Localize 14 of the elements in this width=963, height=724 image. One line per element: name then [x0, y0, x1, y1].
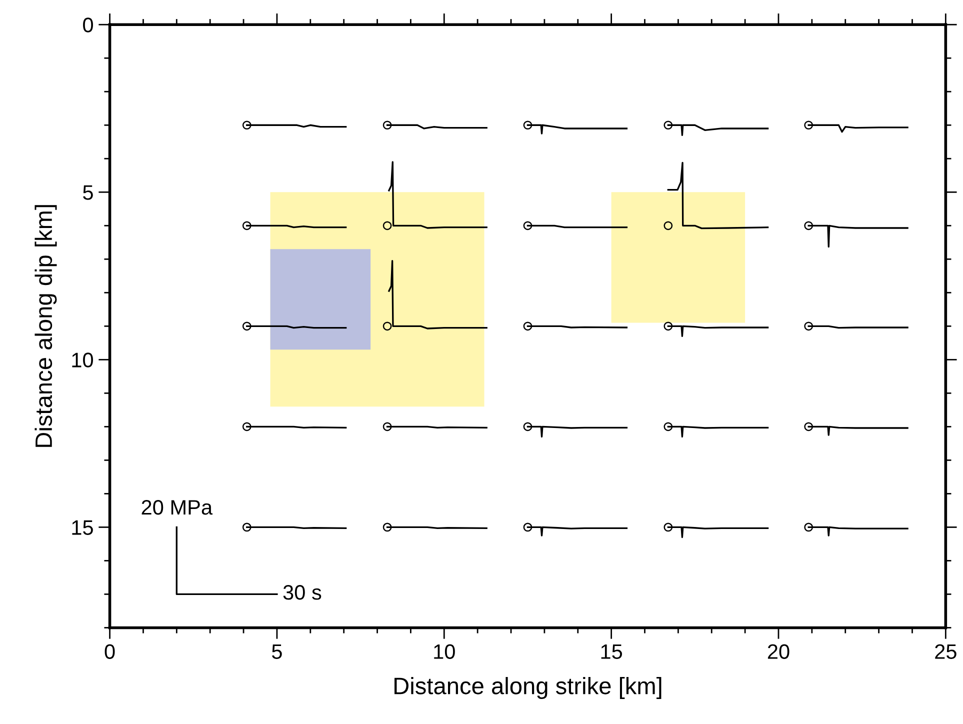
y-tick-label: 0 — [83, 18, 93, 32]
y-tick-label: 5 — [83, 185, 93, 200]
x-tick-label: 15 — [601, 644, 622, 659]
annotation: 20 MPa — [142, 500, 213, 515]
x-axis-title: Distance along strike [km] — [394, 676, 662, 699]
annotation: 30 s — [283, 585, 322, 600]
x-tick-label: 20 — [768, 644, 790, 659]
x-tick-label: 0 — [104, 644, 115, 659]
x-tick-label: 10 — [434, 644, 455, 659]
x-tick-label: 5 — [272, 644, 282, 659]
y-axis-title: Distance along dip [km] — [34, 205, 57, 447]
y-tick-label: 10 — [72, 352, 93, 368]
y-tick-label: 15 — [72, 520, 93, 535]
x-tick-label: 25 — [935, 644, 956, 659]
